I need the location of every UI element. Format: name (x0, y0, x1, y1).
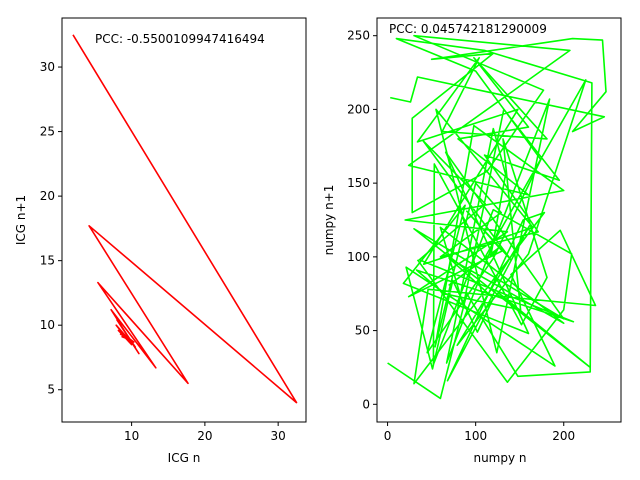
right-y-axis-label: numpy n+1 (322, 185, 336, 256)
left-ticks: 10 20 30 5 10 15 20 25 30 (40, 60, 286, 443)
right-y-tick-label: 50 (355, 324, 370, 338)
left-subplot: 10 20 30 5 10 15 20 25 30 PCC: -0.55001099474164… (14, 17, 307, 465)
left-x-axis-label: ICG n (168, 451, 201, 465)
right-y-tick-label: 150 (347, 176, 370, 190)
right-x-axis-label: numpy n (473, 451, 526, 465)
left-series-lines (72, 34, 298, 404)
left-x-tick-label: 30 (271, 429, 286, 443)
left-pcc-annotation: PCC: -0.5500109947416494 (95, 32, 265, 46)
right-y-tick-label: 0 (362, 397, 370, 411)
left-y-tick-label: 25 (40, 125, 55, 139)
left-series-line-0 (72, 34, 298, 404)
right-y-tick-label: 100 (347, 250, 370, 264)
left-y-tick-label: 5 (47, 383, 55, 397)
right-pcc-annotation: PCC: 0.045742181290009 (389, 22, 547, 36)
right-series-lines (387, 34, 607, 400)
right-y-tick-label: 200 (347, 102, 370, 116)
left-y-tick-label: 20 (40, 189, 55, 203)
right-x-tick-label: 200 (552, 429, 575, 443)
right-x-tick-label: 0 (384, 429, 392, 443)
right-subplot: 0 100 200 0 50 100 150 200 250 PCC: 0.0457421812… (322, 17, 622, 465)
right-y-tick-label: 250 (347, 29, 370, 43)
left-y-tick-label: 15 (40, 254, 55, 268)
left-y-tick-label: 30 (40, 60, 55, 74)
right-axes-frame (376, 17, 622, 423)
right-x-tick-label: 100 (464, 429, 487, 443)
right-ticks: 0 100 200 0 50 100 150 200 250 (347, 29, 575, 443)
left-y-axis-label: ICG n+1 (14, 195, 28, 245)
left-x-tick-label: 20 (197, 429, 212, 443)
left-x-tick-label: 10 (124, 429, 139, 443)
left-y-tick-label: 10 (40, 318, 55, 332)
left-axes-frame (61, 17, 307, 423)
right-series-line-1 (387, 37, 593, 400)
